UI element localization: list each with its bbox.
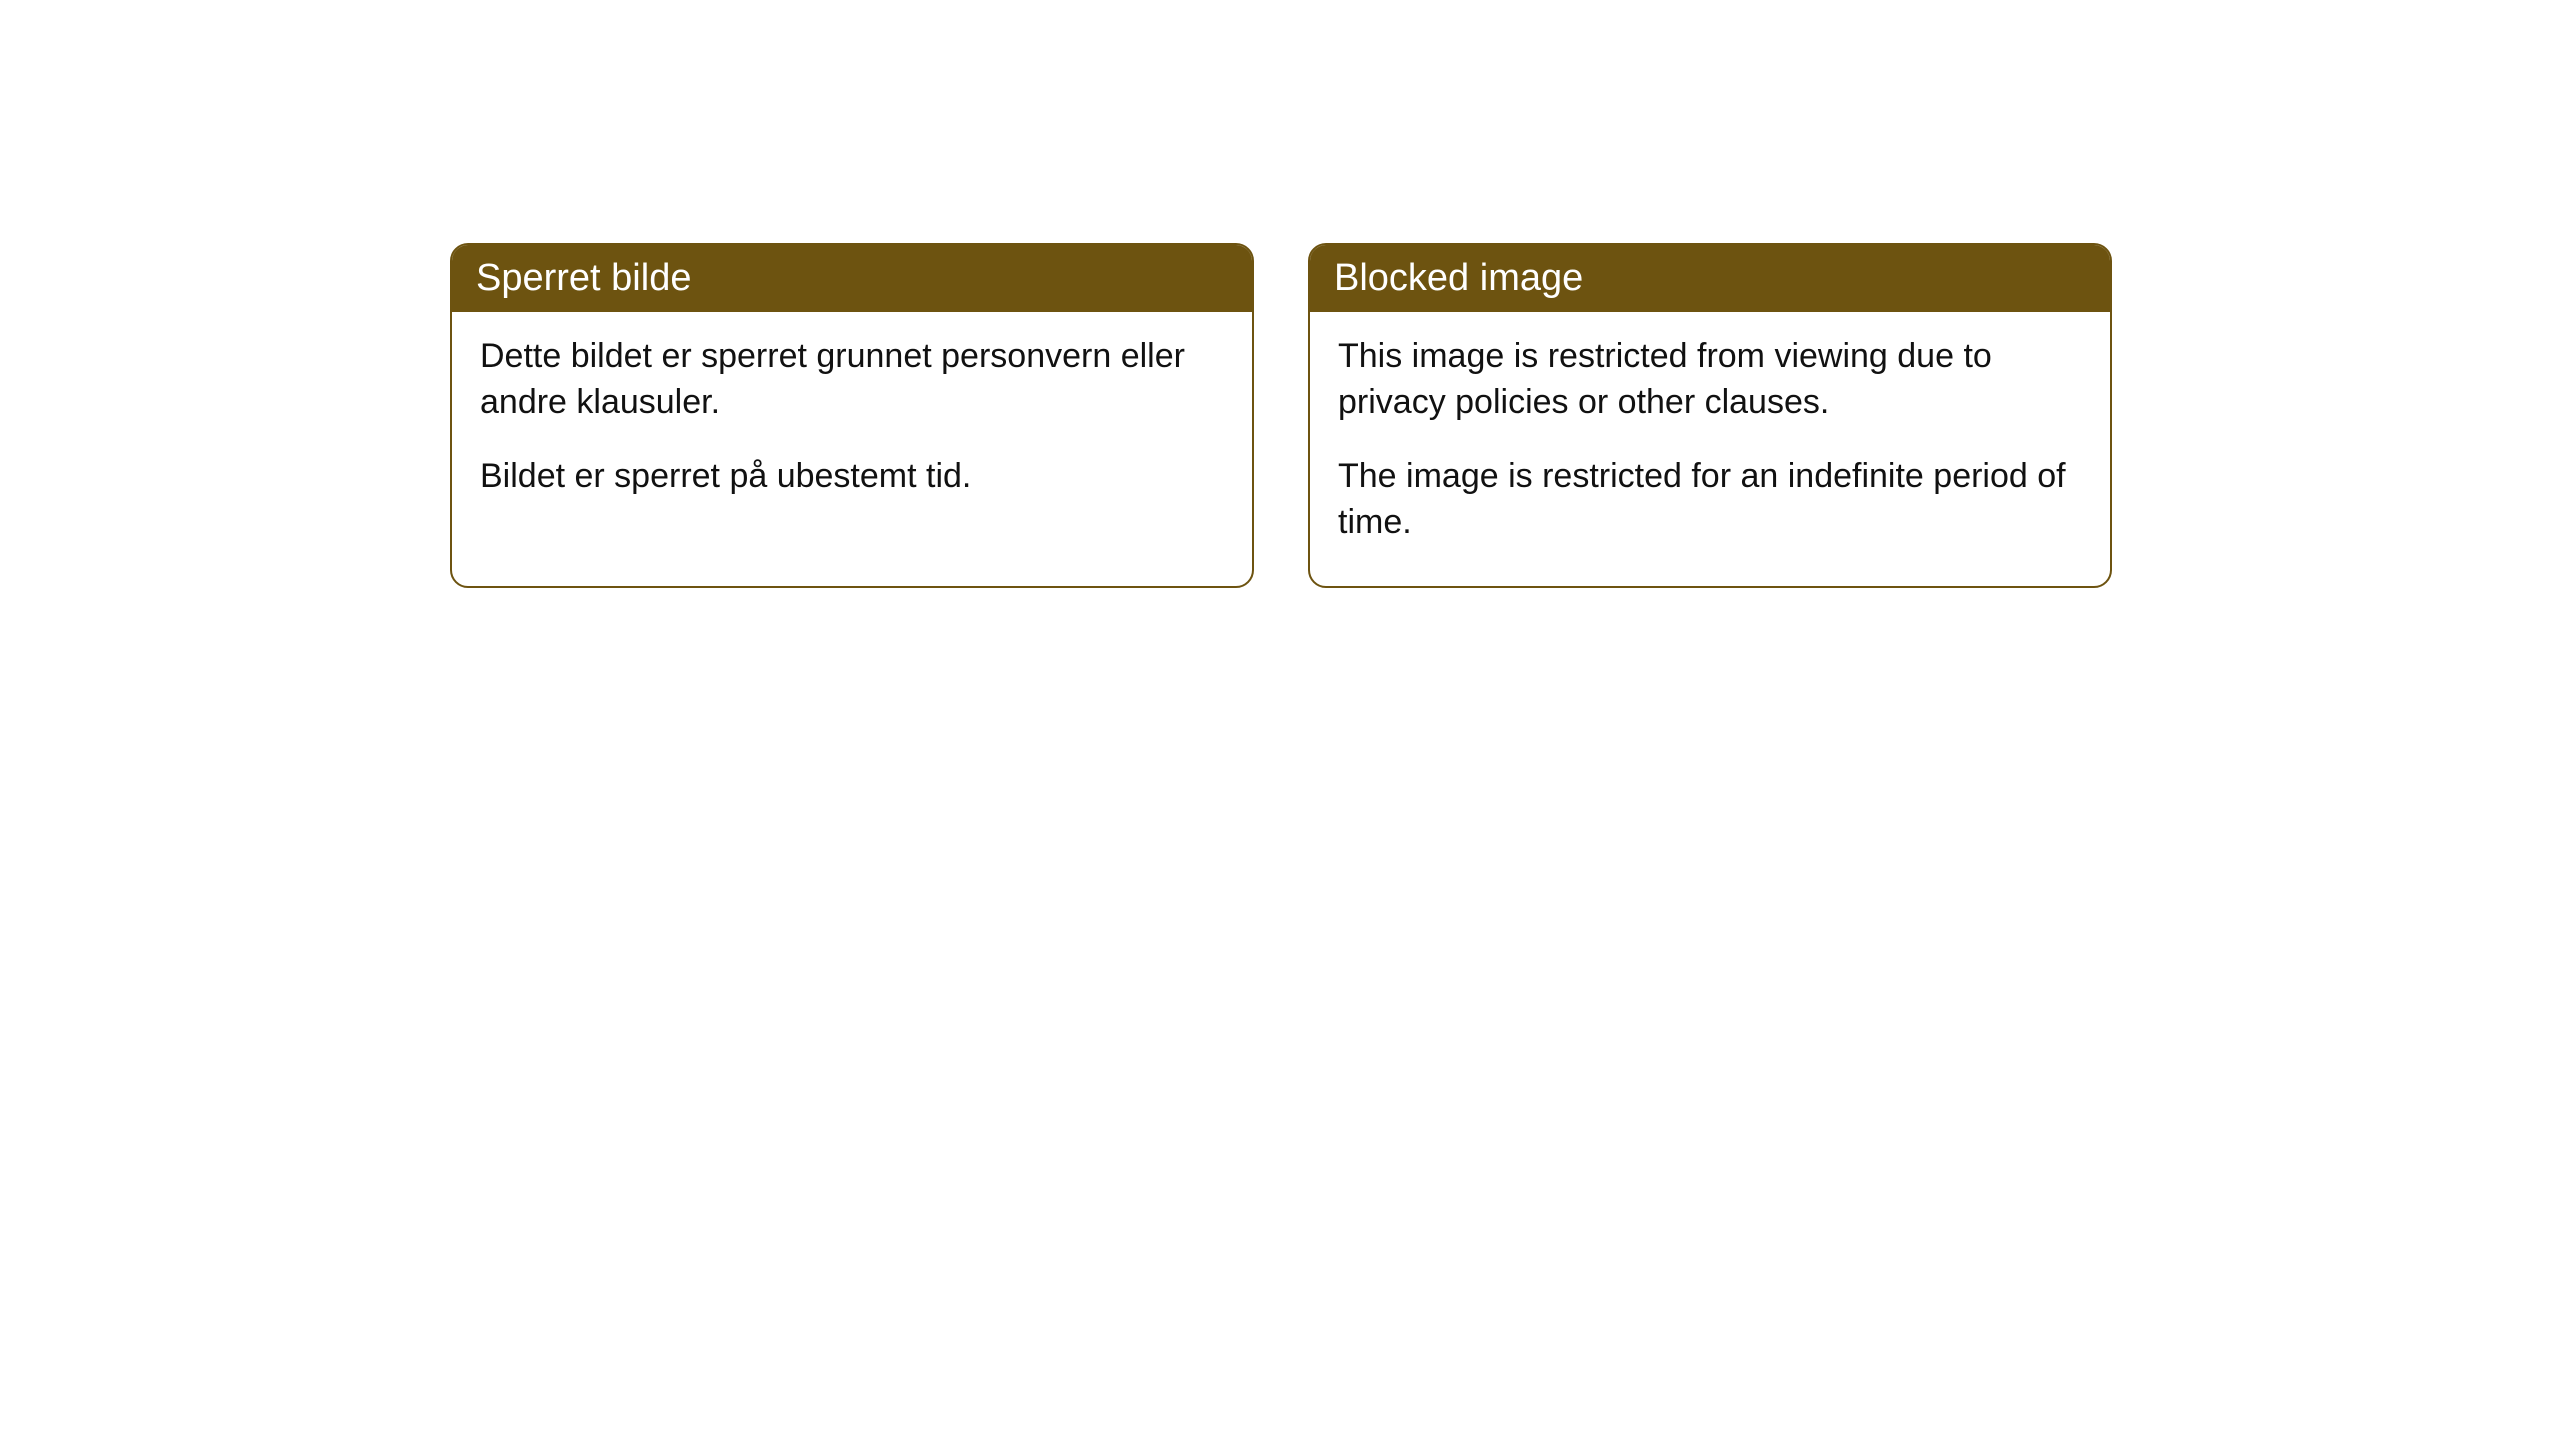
norwegian-card-body: Dette bildet er sperret grunnet personve… (452, 312, 1252, 540)
english-card-title: Blocked image (1310, 245, 2110, 312)
norwegian-paragraph-1: Dette bildet er sperret grunnet personve… (480, 334, 1224, 426)
norwegian-paragraph-2: Bildet er sperret på ubestemt tid. (480, 454, 1224, 500)
norwegian-notice-card: Sperret bilde Dette bildet er sperret gr… (450, 243, 1254, 588)
english-card-body: This image is restricted from viewing du… (1310, 312, 2110, 586)
norwegian-card-title: Sperret bilde (452, 245, 1252, 312)
english-paragraph-2: The image is restricted for an indefinit… (1338, 454, 2082, 546)
english-notice-card: Blocked image This image is restricted f… (1308, 243, 2112, 588)
notice-container: Sperret bilde Dette bildet er sperret gr… (450, 243, 2112, 588)
english-paragraph-1: This image is restricted from viewing du… (1338, 334, 2082, 426)
